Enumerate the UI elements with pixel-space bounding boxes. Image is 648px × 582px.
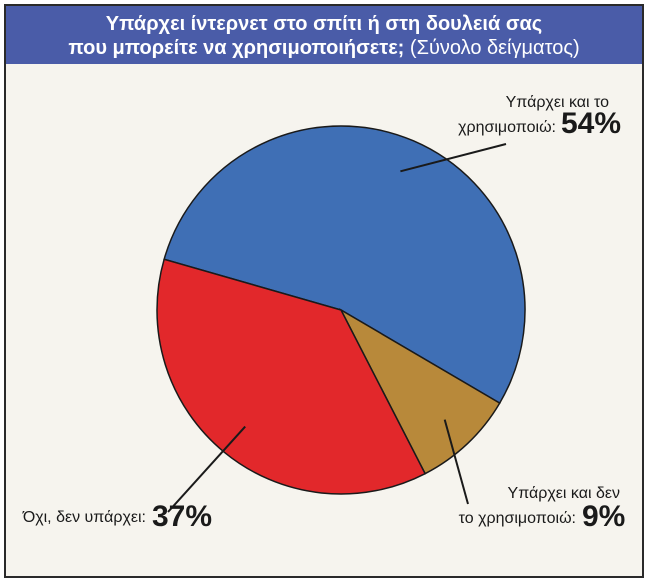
- slice-label-red-line1: Όχι, δεν υπάρχει:: [22, 509, 146, 526]
- pie-slice-blue: [163, 125, 526, 405]
- slice-label-blue-line2: χρησιμοποιώ:: [458, 119, 556, 136]
- leader-line-red: [167, 425, 246, 513]
- slice-label-gold-line2: το χρησιμοποιώ:: [459, 510, 576, 527]
- chart-title-line2-bold: που μπορείτε να χρησιμοποιήσετε;: [68, 37, 405, 59]
- chart-title-line1: Υπάρχει ίντερνετ στο σπίτι ή στη δουλειά…: [105, 13, 543, 35]
- chart-title: Υπάρχει ίντερνετ στο σπίτι ή στη δουλειά…: [6, 6, 642, 64]
- slice-value-blue: 54%: [561, 107, 621, 140]
- slice-value-red: 37%: [152, 500, 212, 533]
- slice-label-blue: Υπάρχει και το χρησιμοποιώ: 54%: [458, 94, 621, 140]
- leader-lines: [167, 143, 507, 513]
- slice-label-gold: Υπάρχει και δεν το χρησιμοποιώ: 9%: [459, 485, 626, 533]
- chart-title-line2-normal: (Σύνολο δείγματος): [409, 37, 580, 59]
- slice-value-gold: 9%: [582, 500, 625, 533]
- pie-slices: [156, 125, 526, 495]
- pie-slice-red: [156, 258, 427, 495]
- slice-label-gold-line1: Υπάρχει και δεν: [508, 485, 620, 502]
- chart-frame: Υπάρχει ίντερνετ στο σπίτι ή στη δουλειά…: [4, 4, 644, 578]
- leader-line-gold: [443, 419, 469, 505]
- pie-chart: Υπάρχει και το χρησιμοποιώ: 54% Υπάρχει …: [22, 94, 626, 533]
- slice-label-red: Όχι, δεν υπάρχει: 37%: [22, 500, 212, 533]
- chart-title-line2: που μπορείτε να χρησιμοποιήσετε; (Σύνολο…: [6, 36, 642, 60]
- slice-label-blue-line1: Υπάρχει και το: [506, 94, 610, 111]
- leader-line-blue: [400, 143, 507, 173]
- pie-slice-gold: [339, 308, 501, 475]
